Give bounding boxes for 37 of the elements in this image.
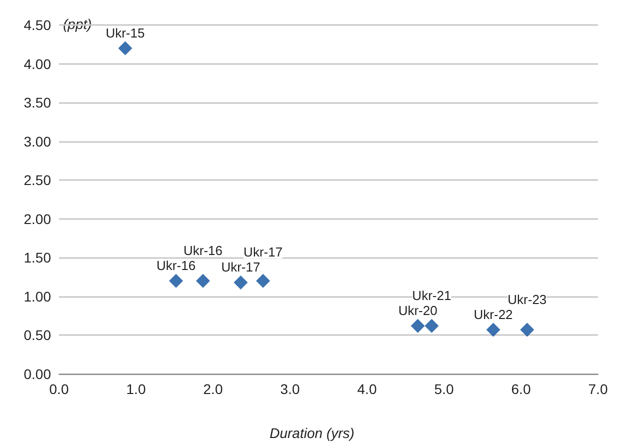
annotation: Ukr-17 [244,244,283,260]
y-tick-label: 1.50 [24,250,52,266]
x-tick-label: 4.0 [357,381,377,397]
y-tick-label: 4.50 [24,17,52,33]
point [196,274,210,288]
x-tick-label: 5.0 [434,381,454,397]
y-tick-label: 2.50 [24,172,52,188]
annotation: Ukr-16 [156,258,196,273]
y-tick-label: 3.50 [24,94,52,111]
point [256,274,270,288]
y-tick-label: 0.00 [24,366,52,382]
annotation: Ukr-17 [221,259,260,274]
point [410,318,425,333]
point [424,318,439,333]
x-tick-label: 2.0 [203,381,223,397]
point [486,322,500,337]
point [118,41,132,56]
annotation: Ukr-23 [508,292,547,307]
x-tick-label: 3.0 [280,381,300,397]
x-tick-label: 6.0 [511,381,531,397]
y-tick-label: 0.50 [24,327,52,344]
annotation: Ukr-15 [106,25,145,40]
point [520,322,534,337]
y-tick-label: 1.00 [24,288,52,304]
annotation: Ukr-22 [474,306,513,322]
annotation: Ukr-16 [183,242,222,258]
y-tick-label: 2.00 [24,210,52,227]
annotation: Ukr-20 [398,302,438,318]
x-tick-label: 0.0 [49,381,69,397]
x-tick-label: 7.0 [588,381,608,397]
annotation: Ukr-21 [412,288,452,303]
x-tick-label: 1.0 [126,381,146,397]
point [169,274,184,288]
y-tick-label: 3.00 [24,133,52,150]
point [234,275,248,290]
y-tick-label: 4.00 [24,56,52,72]
x-axis-title: Duration (yrs) [270,425,354,441]
